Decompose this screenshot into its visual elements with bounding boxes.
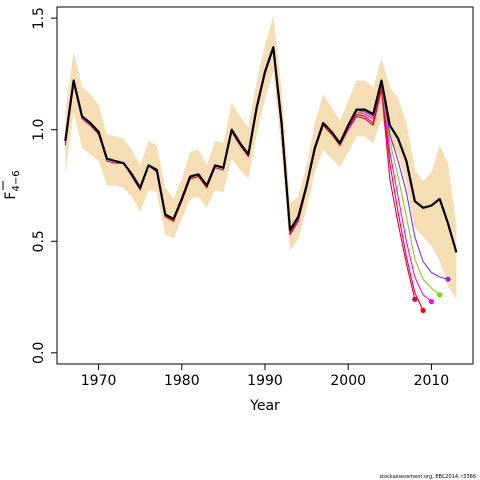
series-end-point-2: [420, 307, 426, 313]
series-end-point-5: [445, 276, 451, 282]
series-layer: [64, 46, 458, 311]
y-tick-label-3: 1.5: [31, 7, 47, 29]
y-axis-title-main: F: [3, 192, 19, 200]
y-axis-title: F4−6: [2, 170, 22, 200]
x-axis: 1970 1980 1990 2000 2010: [81, 364, 449, 389]
y-tick-label-0: 0.0: [31, 342, 47, 364]
svg-text:F4−6: F4−6: [3, 170, 22, 199]
y-axis-title-sub: 4−6: [11, 170, 22, 191]
end-marker-layer: [412, 276, 451, 313]
x-axis-title: Year: [249, 398, 280, 414]
y-axis: 0.0 0.5 1.0 1.5: [31, 7, 57, 364]
series-line-0: [64, 46, 458, 253]
x-tick-label-2010: 2010: [414, 373, 450, 389]
series-end-point-1: [412, 296, 418, 302]
y-tick-label-1: 0.5: [31, 230, 47, 252]
x-tick-label-2000: 2000: [330, 373, 366, 389]
x-tick-label-1990: 1990: [247, 373, 283, 389]
y-tick-label-2: 1.0: [31, 119, 47, 141]
x-tick-label-1980: 1980: [164, 373, 200, 389]
series-end-point-4: [437, 292, 443, 298]
footer-credit: stockassessment.org, EBC2014, r3366: [380, 474, 476, 480]
x-tick-label-1970: 1970: [81, 373, 117, 389]
series-end-point-3: [428, 298, 434, 305]
confidence-band-layer: [65, 15, 457, 300]
confidence-band: [65, 15, 457, 300]
